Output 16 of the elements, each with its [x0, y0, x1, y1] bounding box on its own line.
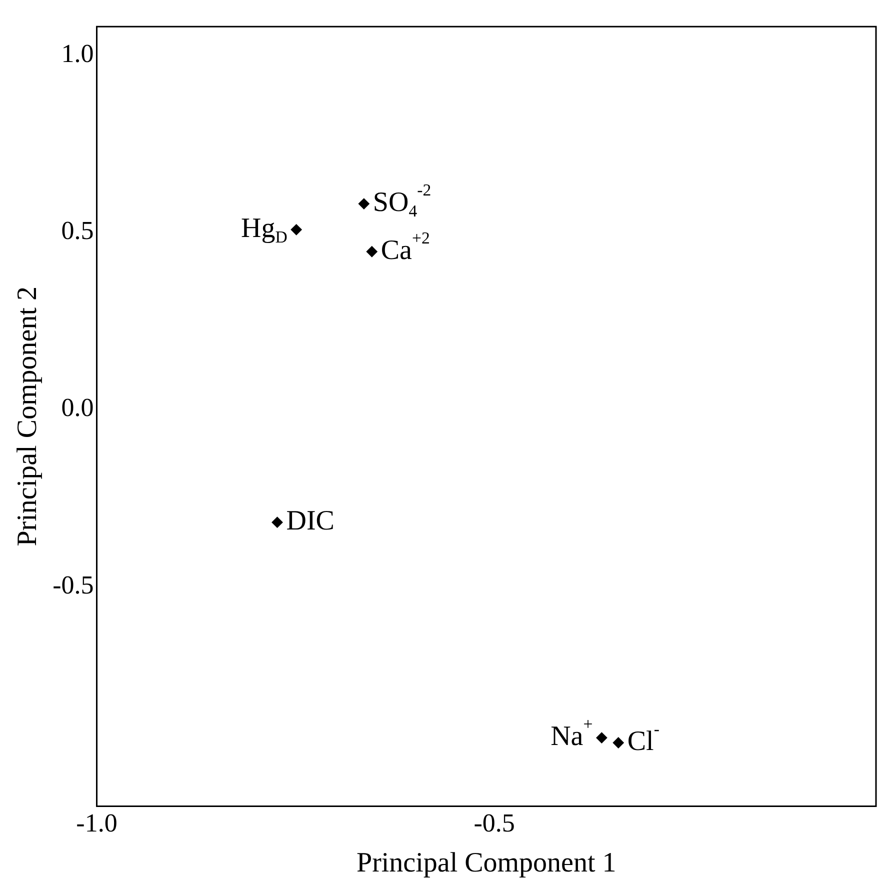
y-tick-label: 0.0 [61, 393, 94, 422]
point [596, 732, 608, 744]
annotation: DIC [286, 506, 334, 537]
annotation: Na+ [550, 714, 593, 752]
y-tick-label: -0.5 [52, 570, 94, 600]
point [358, 198, 370, 210]
y-tick-label: 0.5 [61, 216, 94, 245]
point [290, 224, 302, 236]
y-axis-title: Principal Component 2 [12, 286, 44, 546]
point [366, 246, 378, 258]
x-tick-label: -1.0 [76, 808, 118, 838]
x-axis-title: Principal Component 1 [356, 848, 616, 879]
point [612, 737, 624, 748]
point [272, 516, 283, 528]
annotation: Cl- [627, 720, 660, 758]
y-tick-label: 1.0 [61, 38, 94, 68]
